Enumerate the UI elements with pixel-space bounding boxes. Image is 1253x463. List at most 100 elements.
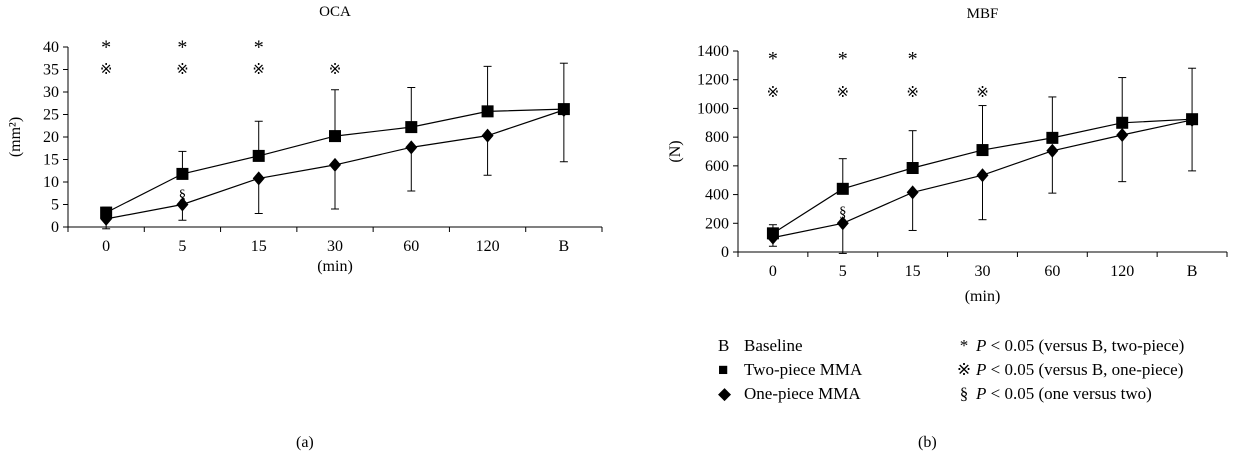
legend-stat-text: < 0.05 (versus B, one-piece) <box>986 360 1184 379</box>
data-point-diamond <box>481 128 494 143</box>
data-point-diamond <box>1186 112 1199 127</box>
data-point-diamond <box>1116 127 1129 142</box>
legend-item-one-piece: ◆ One-piece MMA <box>718 382 862 406</box>
oca-y-tick-label: 25 <box>43 107 59 124</box>
data-point-diamond <box>329 157 341 172</box>
mbf-series-two-piece <box>766 67 1199 240</box>
oca-y-tick-label: 40 <box>43 39 59 56</box>
significance-annotation: § <box>839 204 847 220</box>
mbf-x-tick-label: 5 <box>839 263 847 280</box>
data-point-square <box>836 182 849 195</box>
oca-y-axis-label: (mm²) <box>7 117 24 157</box>
panel-label-b: (b) <box>918 434 937 451</box>
mbf-series-one-piece <box>766 112 1199 254</box>
significance-annotation: ※ <box>252 62 265 78</box>
mbf-x-tick-label: 30 <box>975 263 991 280</box>
mbf-y-tick-label: 1200 <box>697 72 729 89</box>
data-point-square <box>906 162 919 175</box>
legend-symbol-baseline: B <box>718 336 730 355</box>
reference-mark-icon: ※ <box>956 360 972 379</box>
significance-annotation: * <box>254 37 264 59</box>
legend-label-one-piece: One-piece MMA <box>744 384 861 403</box>
significance-annotation: ※ <box>906 85 919 101</box>
mbf-x-tick-label: 60 <box>1044 263 1060 280</box>
significance-annotation: ※ <box>976 85 989 101</box>
mbf-x-tick-label: 15 <box>905 263 921 280</box>
significance-annotation: ※ <box>329 62 342 78</box>
mbf-y-axis-label: (N) <box>667 140 684 162</box>
significance-annotation: * <box>768 48 778 70</box>
data-point-square <box>329 130 341 143</box>
legend-series: B Baseline ■ Two-piece MMA ◆ One-piece MMA <box>718 334 862 406</box>
legend-label-two-piece: Two-piece MMA <box>744 360 863 379</box>
mbf-y-tick-label: 600 <box>705 158 729 175</box>
data-point-square <box>976 144 989 157</box>
significance-annotation: ※ <box>836 85 849 101</box>
legend-item-two-piece: ■ Two-piece MMA <box>718 358 862 382</box>
oca-x-tick-label: 5 <box>178 238 186 255</box>
significance-annotation: * <box>101 37 111 59</box>
mbf-x-tick-label: 120 <box>1110 263 1134 280</box>
panel-label-a: (a) <box>296 434 314 451</box>
mbf-y-tick-label: 0 <box>721 244 729 261</box>
mbf-chart: MBF 0 200 400 600 800 1000 1200 1400 0 5 15 30 60 120 B… <box>667 6 1228 305</box>
mbf-title: MBF <box>967 6 999 22</box>
oca-y-tick-label: 10 <box>43 174 59 191</box>
data-point-diamond <box>906 185 919 200</box>
mbf-y-tick-label: 1000 <box>697 100 729 117</box>
oca-chart: OCA 0 5 10 15 20 25 30 35 40 0 5 15 30 60 120 B (min) (mm²… <box>7 4 603 275</box>
data-point-diamond <box>557 103 570 117</box>
data-point-diamond <box>976 168 989 183</box>
legend-stat-one-piece: ※ P < 0.05 (versus B, one-piece) <box>952 358 1184 382</box>
oca-series-one-piece <box>100 103 570 230</box>
oca-y-tick-label: 30 <box>43 84 59 101</box>
data-point-square <box>1116 116 1129 129</box>
data-point-diamond <box>1046 143 1059 158</box>
oca-x-tick-label: 0 <box>102 238 110 255</box>
mbf-x-tick-label: B <box>1187 263 1198 280</box>
data-point-square <box>481 105 494 118</box>
legend-item-baseline: B Baseline <box>718 334 862 358</box>
data-point-diamond <box>836 216 849 231</box>
significance-annotation: * <box>908 48 918 70</box>
asterisk-icon: * <box>959 336 969 355</box>
mbf-y-tick-label: 200 <box>705 215 729 232</box>
oca-y-tick-label: 15 <box>43 152 59 169</box>
legend-label-baseline: Baseline <box>744 336 803 355</box>
mbf-y-tick-label: 400 <box>705 187 729 204</box>
legend-stat-text: < 0.05 (versus B, two-piece) <box>986 336 1185 355</box>
data-point-square <box>405 121 418 134</box>
p-symbol: P <box>976 336 987 355</box>
diamond-marker-icon: ◆ <box>718 384 732 403</box>
significance-annotation: * <box>177 37 187 59</box>
significance-annotation: § <box>179 187 187 203</box>
oca-y-tick-label: 5 <box>51 197 59 214</box>
mbf-x-axis-label: (min) <box>965 288 1001 305</box>
significance-annotation: ※ <box>100 62 113 78</box>
oca-title: OCA <box>319 4 351 20</box>
oca-x-axis-label: (min) <box>317 258 353 275</box>
significance-annotation: * <box>838 48 848 70</box>
mbf-x-tick-label: 0 <box>769 263 777 280</box>
data-point-diamond <box>405 140 418 155</box>
oca-x-tick-label: 60 <box>403 238 419 255</box>
mbf-y-tick-label: 1400 <box>697 43 729 60</box>
data-point-diamond <box>252 171 265 186</box>
data-point-diamond <box>176 197 189 212</box>
oca-y-tick-label: 35 <box>43 62 59 79</box>
legend-stats: * P < 0.05 (versus B, two-piece) ※ P < 0.0… <box>952 334 1184 406</box>
oca-y-tick-label: 0 <box>51 219 59 236</box>
legend-stat-one-vs-two: § P < 0.05 (one versus two) <box>952 382 1184 406</box>
oca-x-tick-label: 120 <box>476 238 500 255</box>
mbf-y-tick-label: 800 <box>705 129 729 146</box>
oca-x-tick-label: B <box>559 238 570 255</box>
data-point-square <box>252 149 265 162</box>
section-sign-icon: § <box>959 384 969 403</box>
p-symbol: P <box>976 384 987 403</box>
data-point-square <box>176 167 189 180</box>
p-symbol: P <box>976 360 987 379</box>
oca-x-tick-label: 30 <box>327 238 343 255</box>
significance-annotation: ※ <box>767 85 780 101</box>
legend-stat-text: < 0.05 (one versus two) <box>986 384 1152 403</box>
